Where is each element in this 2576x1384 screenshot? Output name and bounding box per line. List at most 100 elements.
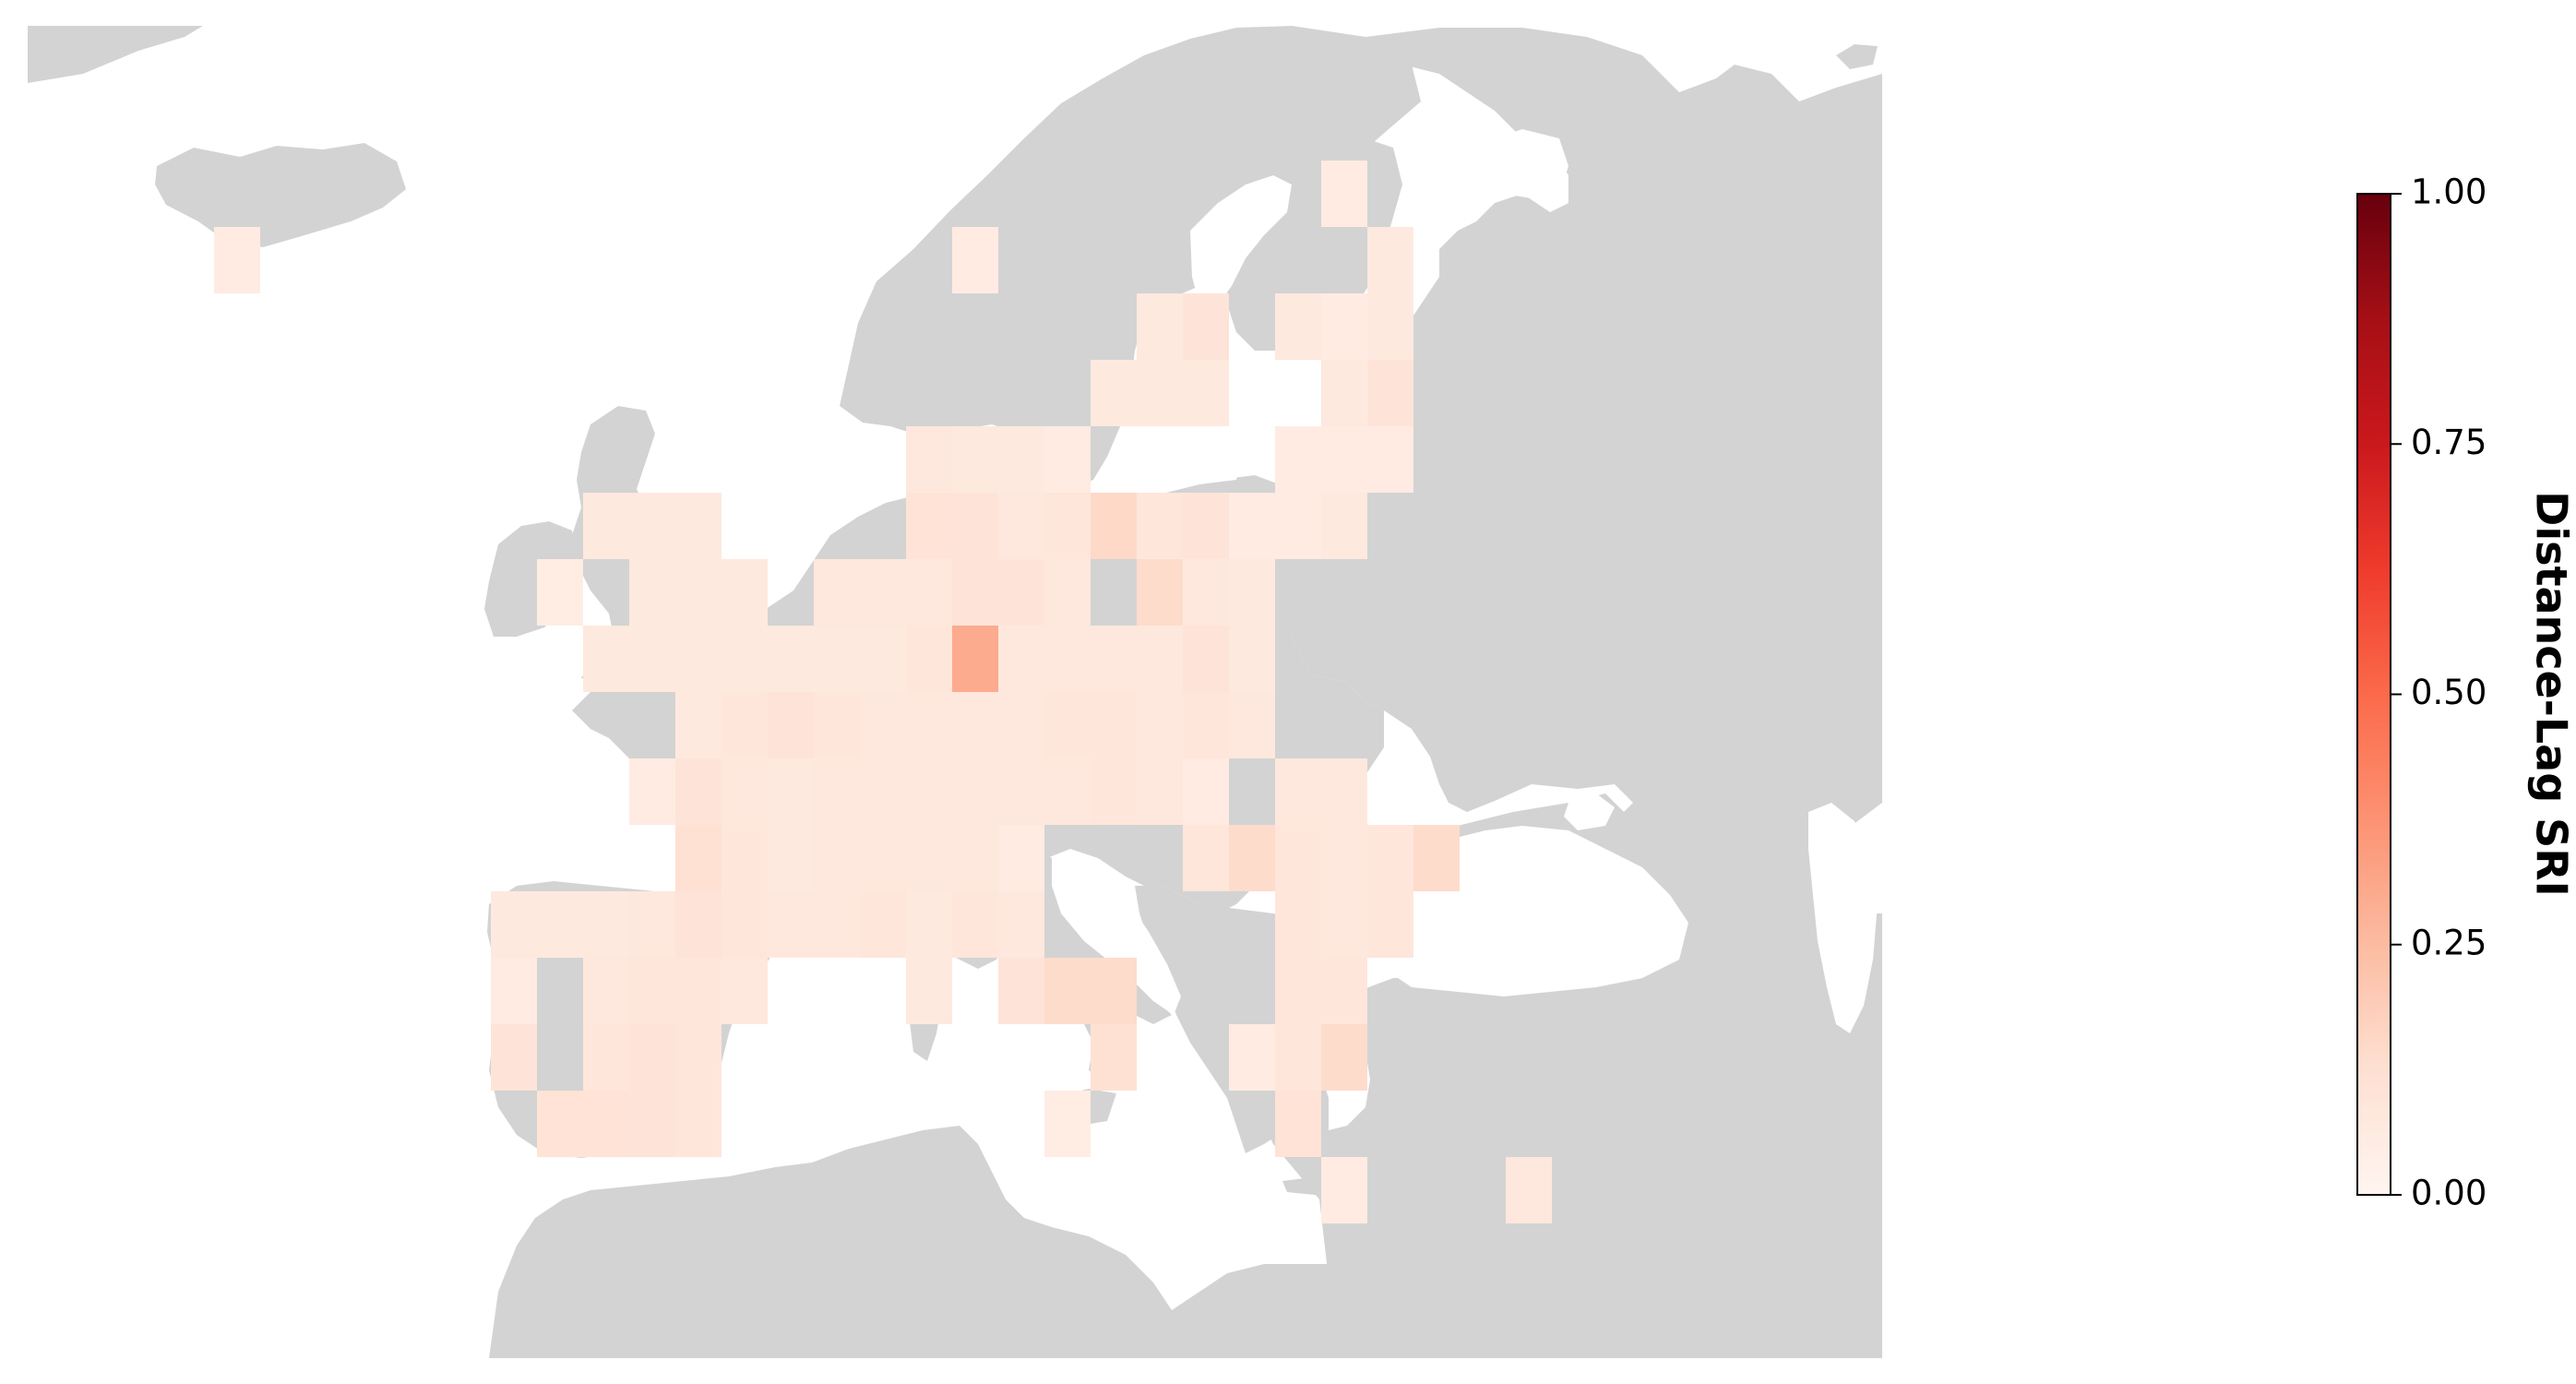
sri-grid-cell	[998, 626, 1044, 692]
sri-grid-cell	[1275, 1024, 1321, 1091]
sri-grid-cell	[214, 227, 260, 293]
colorbar: 0.00 0.25 0.50 0.75 1.00 Distance-Lag SRI	[2356, 173, 2576, 1213]
colorbar-tick-label: 0.25	[2411, 923, 2487, 962]
sri-grid-cell	[1229, 493, 1275, 559]
sri-grid-cell	[629, 559, 675, 626]
sri-grid-cell	[814, 559, 860, 626]
sri-grid-cell	[1183, 293, 1229, 360]
sri-grid-cell	[952, 626, 998, 692]
sri-grid-cell	[1044, 1091, 1091, 1157]
sri-grid-cell	[1321, 891, 1367, 958]
sri-grid-cell	[814, 825, 860, 891]
sri-grid-cell	[722, 825, 768, 891]
sri-grid-cell	[860, 891, 906, 958]
sri-grid-cell	[1091, 958, 1137, 1024]
sri-grid-cell	[537, 559, 583, 626]
sri-grid-cell	[1229, 825, 1275, 891]
sri-grid-cell	[722, 626, 768, 692]
sri-grid-cell	[1091, 493, 1137, 559]
sri-grid-cell	[1137, 493, 1183, 559]
sri-grid-cell	[998, 493, 1044, 559]
sri-grid-cell	[722, 559, 768, 626]
sri-grid-cell	[629, 1024, 675, 1091]
gulf-of-bothnia	[1190, 175, 1292, 304]
sri-grid-cell	[583, 493, 629, 559]
sri-grid-cell	[998, 891, 1044, 958]
sri-grid-cell	[952, 825, 998, 891]
sri-grid-cell	[675, 958, 722, 1024]
sri-grid-cell	[1229, 1024, 1275, 1091]
sri-grid-cell	[1321, 825, 1367, 891]
iceland-landmass	[155, 143, 406, 247]
colorbar-tick-label: 0.50	[2411, 673, 2487, 712]
sri-grid-cell	[814, 626, 860, 692]
sri-grid-cell	[1321, 360, 1367, 426]
sri-grid-cell	[1321, 161, 1367, 227]
sri-grid-cell	[491, 1024, 537, 1091]
sri-grid-cell	[1367, 825, 1413, 891]
sri-grid-cell	[1183, 559, 1229, 626]
sri-grid-cell	[1183, 626, 1229, 692]
sri-grid-cell	[629, 1091, 675, 1157]
sri-grid-cell	[675, 1091, 722, 1157]
sri-grid-cell	[814, 692, 860, 758]
greenland-landmass	[28, 26, 203, 83]
sri-grid-cell	[1137, 758, 1183, 825]
sri-grid-cell	[1044, 692, 1091, 758]
sri-grid-cell	[768, 626, 814, 692]
sri-grid-cell	[583, 626, 629, 692]
sri-grid-cell	[583, 1024, 629, 1091]
sri-grid-cell	[906, 758, 952, 825]
colorbar-label: Distance-Lag SRI	[2527, 491, 2576, 897]
sri-grid-cell	[1044, 426, 1091, 493]
sea-of-azov	[1564, 793, 1615, 830]
white-sea	[1481, 129, 1568, 198]
sri-grid-cell	[722, 758, 768, 825]
sri-grid-cell	[1137, 692, 1183, 758]
sri-grid-cell	[1229, 692, 1275, 758]
novaya-zemlya-landmass	[1836, 44, 1878, 69]
sri-grid-cell	[998, 559, 1044, 626]
sri-grid-cell	[1137, 360, 1183, 426]
caspian-sea	[1808, 803, 1878, 1033]
sri-grid-cell	[1044, 758, 1091, 825]
sri-grid-cell	[1275, 1091, 1321, 1157]
sri-grid-cell	[583, 958, 629, 1024]
sri-grid-cell	[722, 958, 768, 1024]
north-africa-landmass	[489, 1126, 1587, 1358]
sri-grid-cell	[1321, 758, 1367, 825]
sri-grid-cell	[629, 626, 675, 692]
colorbar-tick-label: 0.00	[2411, 1174, 2487, 1213]
sri-grid-cell	[1367, 227, 1413, 293]
sri-grid-cell	[537, 1091, 583, 1157]
sri-grid-cell	[1091, 692, 1137, 758]
sri-grid-cell	[629, 758, 675, 825]
sri-grid-cell	[952, 227, 998, 293]
sri-grid-cell	[998, 426, 1044, 493]
sri-grid-cell	[629, 958, 675, 1024]
colorbar-tick-label: 0.75	[2411, 423, 2487, 462]
sri-grid-cell	[1506, 1157, 1552, 1223]
sri-grid-cell	[906, 891, 952, 958]
sri-grid-cell	[1275, 493, 1321, 559]
sri-grid-cell	[1367, 891, 1413, 958]
sri-grid-cell	[629, 493, 675, 559]
sri-grid-cell	[906, 559, 952, 626]
sri-grid-cell	[675, 891, 722, 958]
sri-grid-cell	[1091, 626, 1137, 692]
sri-grid-cell	[1275, 293, 1321, 360]
sri-grid-cell	[1091, 758, 1137, 825]
sri-grid-cell	[768, 692, 814, 758]
sri-grid-cell	[1321, 1024, 1367, 1091]
sri-grid-cell	[906, 825, 952, 891]
sri-grid-cell	[1044, 559, 1091, 626]
sri-grid-cell	[675, 758, 722, 825]
sri-grid-cell	[1275, 426, 1321, 493]
sri-grid-cell	[1183, 360, 1229, 426]
sri-grid-cell	[1321, 293, 1367, 360]
sri-grid-cell	[768, 825, 814, 891]
sri-grid-cell	[1044, 493, 1091, 559]
colorbar-ticks: 0.00 0.25 0.50 0.75 1.00	[2391, 173, 2487, 1213]
sri-grid-cell	[952, 559, 998, 626]
